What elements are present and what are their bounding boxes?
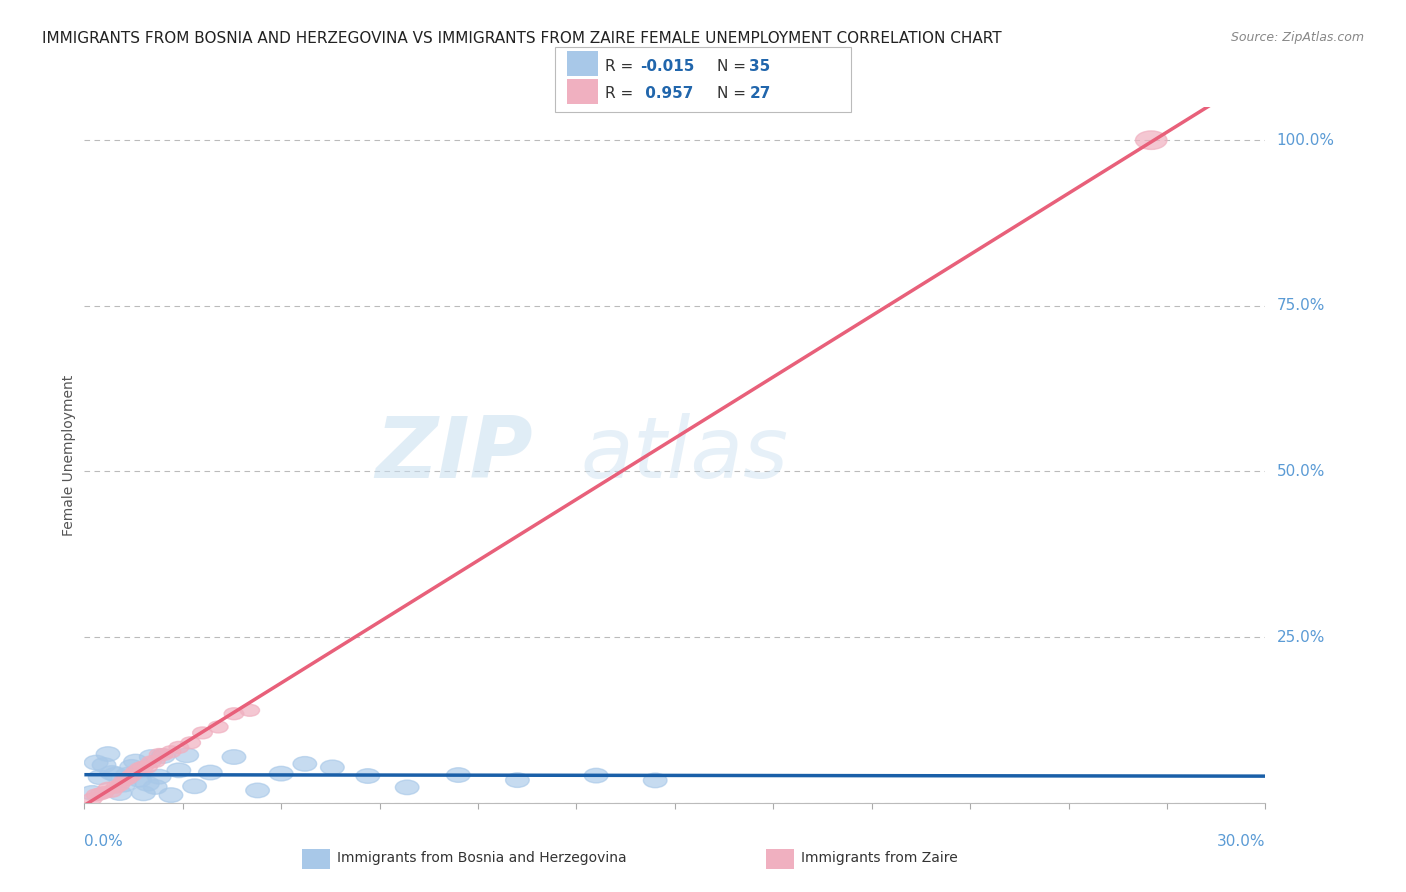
Text: R =: R = [605,59,638,74]
Ellipse shape [96,747,120,762]
Ellipse shape [138,761,157,773]
Ellipse shape [98,782,118,794]
Ellipse shape [447,768,470,782]
Text: atlas: atlas [581,413,789,497]
Ellipse shape [135,776,159,791]
Ellipse shape [153,748,173,761]
Text: Immigrants from Bosnia and Herzegovina: Immigrants from Bosnia and Herzegovina [337,851,627,865]
Ellipse shape [94,787,114,798]
Text: 0.0%: 0.0% [84,834,124,849]
Ellipse shape [162,746,181,757]
Ellipse shape [100,765,124,780]
Ellipse shape [208,721,228,733]
Text: N =: N = [717,59,751,74]
Ellipse shape [134,761,153,772]
Ellipse shape [118,772,138,784]
Ellipse shape [83,793,103,805]
Ellipse shape [90,788,110,800]
Text: 30.0%: 30.0% [1218,834,1265,849]
Text: ZIP: ZIP [375,413,533,497]
Text: 50.0%: 50.0% [1277,464,1324,479]
Y-axis label: Female Unemployment: Female Unemployment [62,375,76,535]
Ellipse shape [270,766,292,780]
Text: -0.015: -0.015 [640,59,695,74]
Ellipse shape [104,767,128,782]
Ellipse shape [159,788,183,803]
Ellipse shape [183,779,207,794]
Ellipse shape [84,756,108,770]
Ellipse shape [292,756,316,772]
Ellipse shape [89,770,112,785]
Text: 100.0%: 100.0% [1277,133,1334,148]
Ellipse shape [80,786,104,800]
Ellipse shape [644,773,666,788]
Ellipse shape [193,727,212,739]
Text: 75.0%: 75.0% [1277,298,1324,313]
Ellipse shape [174,748,198,763]
Ellipse shape [129,763,149,774]
Ellipse shape [124,755,148,769]
Ellipse shape [93,757,115,772]
Ellipse shape [181,737,201,748]
Ellipse shape [356,769,380,783]
Ellipse shape [169,741,188,754]
Text: IMMIGRANTS FROM BOSNIA AND HERZEGOVINA VS IMMIGRANTS FROM ZAIRE FEMALE UNEMPLOYM: IMMIGRANTS FROM BOSNIA AND HERZEGOVINA V… [42,31,1002,46]
Ellipse shape [240,705,260,716]
Ellipse shape [585,768,607,783]
Ellipse shape [112,777,135,792]
Ellipse shape [114,774,134,787]
Text: Immigrants from Zaire: Immigrants from Zaire [801,851,957,865]
Text: 35: 35 [749,59,770,74]
Text: R =: R = [605,86,638,101]
Ellipse shape [142,756,162,768]
Ellipse shape [246,783,270,797]
Ellipse shape [167,763,191,778]
Ellipse shape [321,760,344,774]
Ellipse shape [128,772,152,787]
Text: 0.957: 0.957 [640,86,693,101]
Text: 25.0%: 25.0% [1277,630,1324,645]
Text: 27: 27 [749,86,770,101]
Ellipse shape [120,760,143,774]
Ellipse shape [105,781,125,793]
Ellipse shape [108,786,132,800]
Ellipse shape [145,756,165,767]
Ellipse shape [122,770,142,781]
Ellipse shape [132,786,155,801]
Ellipse shape [148,770,172,784]
Ellipse shape [198,765,222,780]
Text: Source: ZipAtlas.com: Source: ZipAtlas.com [1230,31,1364,45]
Ellipse shape [115,767,139,782]
Ellipse shape [139,749,163,764]
Ellipse shape [86,789,105,801]
Ellipse shape [110,779,129,791]
Ellipse shape [224,707,243,720]
Ellipse shape [125,765,145,778]
Ellipse shape [143,780,167,794]
Ellipse shape [152,748,174,764]
Text: N =: N = [717,86,751,101]
Ellipse shape [222,750,246,764]
Ellipse shape [395,780,419,795]
Ellipse shape [506,772,529,788]
Ellipse shape [1136,131,1167,150]
Ellipse shape [149,748,169,761]
Ellipse shape [103,785,122,797]
